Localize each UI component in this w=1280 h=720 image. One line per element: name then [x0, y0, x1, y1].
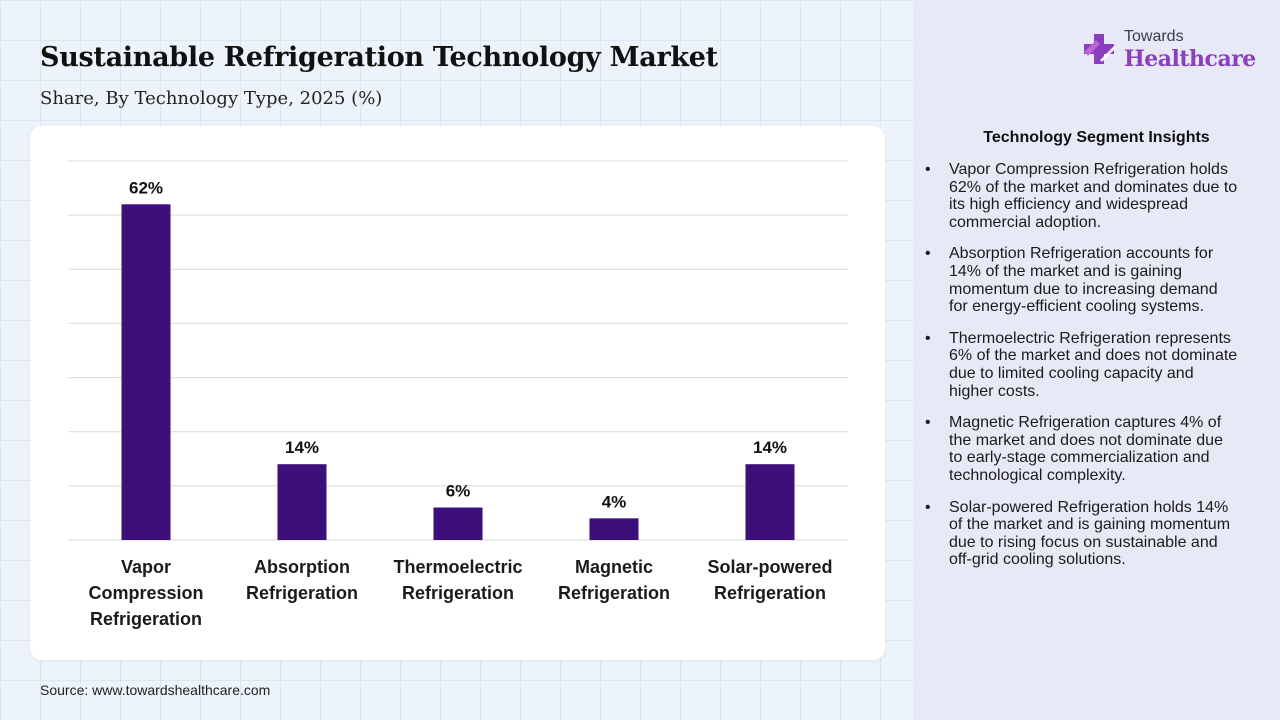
category-label: Thermoelectric: [393, 557, 522, 577]
category-label: Vapor: [121, 557, 171, 577]
insight-item: • Magnetic Refrigeration captures 4% of t…: [922, 414, 1240, 484]
category-label: Compression: [88, 583, 203, 603]
bullet-icon: •: [925, 329, 931, 347]
bar-value-label: 6%: [446, 482, 471, 501]
bar: [121, 204, 171, 541]
bullet-icon: •: [925, 245, 931, 263]
source-note: Source: www.towardshealthcare.com: [40, 682, 271, 698]
insights-panel-background: [913, 0, 1280, 720]
bar-value-label: 14%: [753, 438, 787, 457]
insight-item: • Vapor Compression Refrigeration holds 6…: [922, 161, 1240, 231]
category-label: Refrigeration: [402, 583, 514, 603]
insight-item: • Absorption Refrigeration accounts for 1…: [922, 245, 1240, 315]
insight-text: Vapor Compression Refrigeration holds 62…: [949, 161, 1238, 231]
bar: [745, 464, 795, 540]
page-title: Sustainable Refrigeration Technology Mar…: [40, 42, 718, 73]
cross-logo-icon: [1084, 34, 1116, 64]
bar-value-label: 62%: [129, 178, 163, 197]
insight-item: • Solar-powered Refrigeration holds 14% o…: [922, 499, 1240, 569]
bar: [277, 464, 327, 540]
insight-text: Absorption Refrigeration accounts for 14…: [949, 245, 1218, 316]
logo-text-towards: Towards: [1124, 28, 1184, 45]
bar-value-label: 14%: [285, 438, 319, 457]
bar-value-label: 4%: [602, 492, 627, 511]
bar-chart: 62% Vapor Compression Refrigeration 14% Absor…: [68, 160, 848, 629]
bullet-icon: •: [925, 161, 931, 178]
brand-logo[interactable]: Towards Healthcare: [1080, 28, 1260, 78]
insights-title: Technology Segment Insights: [983, 129, 1210, 146]
category-label: Refrigeration: [558, 583, 670, 603]
insights-list: • Vapor Compression Refrigeration holds 6…: [922, 161, 1240, 583]
logo-text-healthcare: Healthcare: [1124, 46, 1256, 72]
bullet-icon: •: [925, 498, 931, 516]
category-label: Refrigeration: [714, 583, 826, 603]
category-label: Magnetic: [575, 557, 653, 577]
category-label: Refrigeration: [246, 583, 358, 603]
category-label: Absorption: [254, 557, 350, 577]
page-subtitle: Share, By Technology Type, 2025 (%): [40, 88, 383, 109]
insight-item: • Thermoelectric Refrigeration represents…: [922, 330, 1240, 400]
bar: [433, 507, 483, 540]
category-label: Solar-powered: [707, 557, 832, 577]
insight-text: Magnetic Refrigeration captures 4% of th…: [949, 414, 1223, 484]
insight-text: Thermoelectric Refrigeration represents …: [949, 329, 1238, 400]
bar: [589, 518, 639, 540]
category-label: Refrigeration: [90, 609, 202, 629]
insight-text: Solar-powered Refrigeration holds 14% of…: [949, 498, 1231, 569]
chart-card: 62% Vapor Compression Refrigeration 14% Absor…: [30, 126, 885, 660]
bullet-icon: •: [925, 414, 931, 432]
